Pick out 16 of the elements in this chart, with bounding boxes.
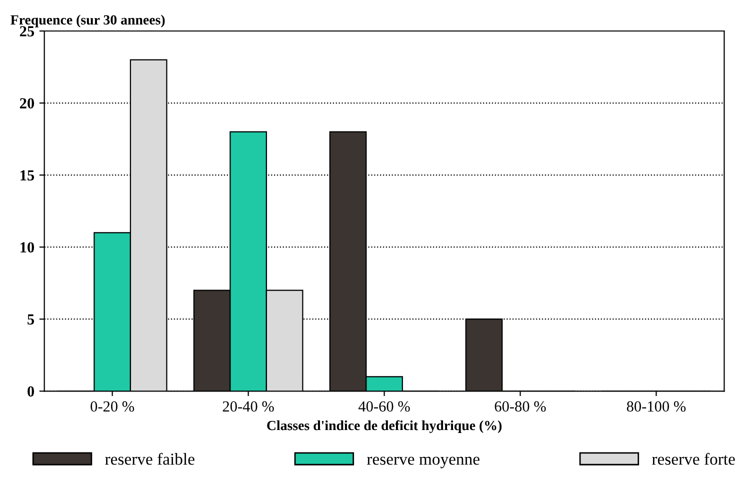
x-tick-label: 20-40 % (222, 401, 274, 412)
y-tick-label: 25 (20, 26, 34, 36)
legend-label: reserve forte (652, 452, 735, 465)
y-tick-label: 15 (20, 170, 34, 181)
x-tick-label: 40-60 % (358, 401, 410, 412)
y-tick-label: 10 (20, 242, 34, 253)
y-axis-title: Frequence (sur 30 annees) (10, 14, 165, 28)
x-tick-label: 0-20 % (90, 401, 134, 412)
y-tick-label: 5 (28, 314, 34, 325)
legend-label: reserve faible (105, 452, 194, 465)
y-tick-label: 0 (28, 386, 34, 397)
legend-label: reserve moyenne (367, 456, 480, 468)
y-tick-label: 20 (20, 98, 34, 108)
x-tick-label: 60-80 % (494, 401, 546, 412)
x-tick-label: 80-100 % (626, 401, 686, 412)
x-axis-title: Classes d'indice de deficit hydrique (%) (267, 420, 502, 434)
